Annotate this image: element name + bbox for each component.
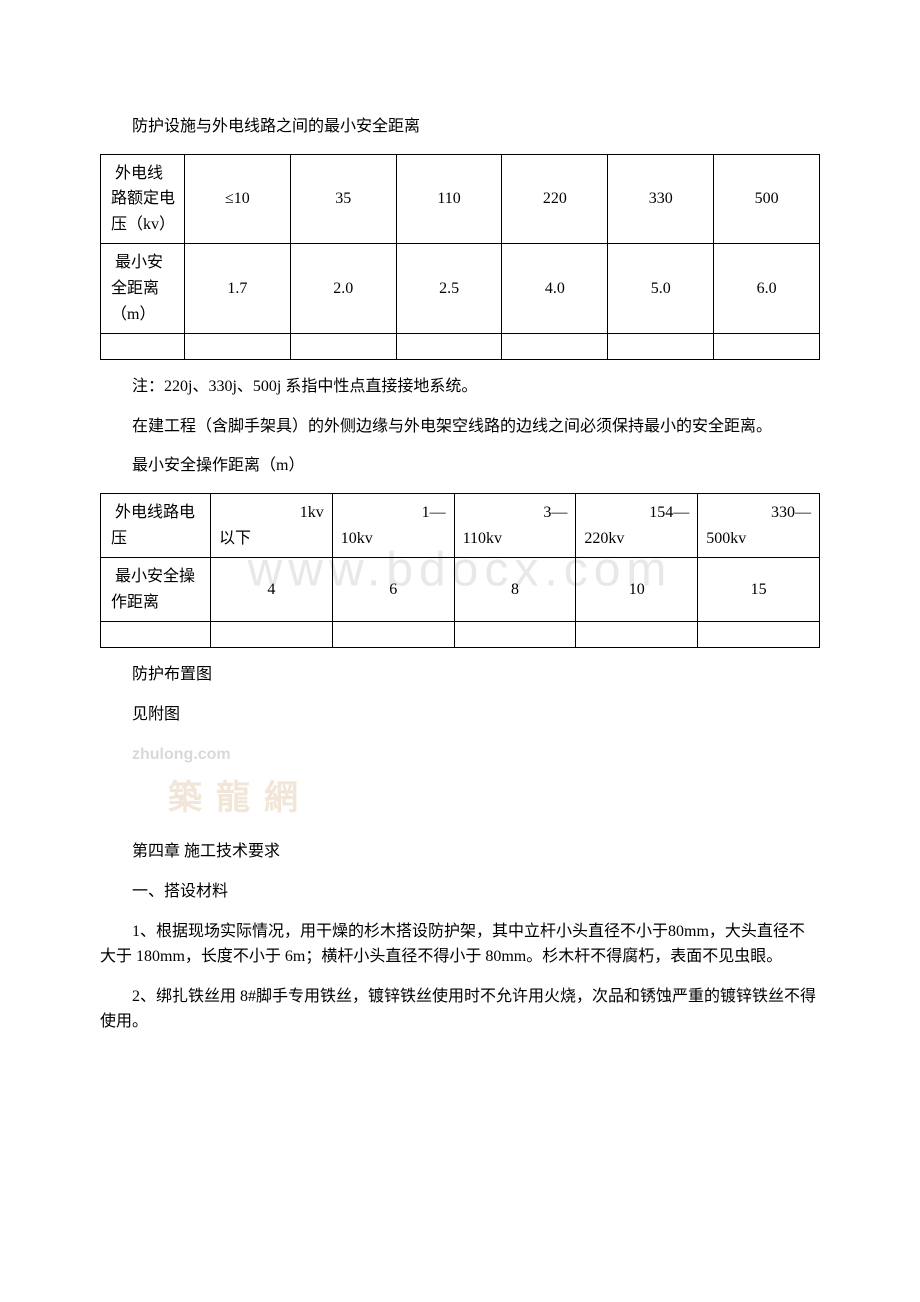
table-cell: 35: [290, 154, 396, 244]
table-cell: 2.0: [290, 244, 396, 334]
table-cell: 110: [396, 154, 502, 244]
table-row: [101, 622, 820, 648]
table-row: 最小安全操作距离 4 6 8 10 15: [101, 558, 820, 622]
table-cell: 6: [332, 558, 454, 622]
operation-distance-table: 外电线路电压 1kv以下 1—10kv 3—110kv 154—220kv 33…: [100, 493, 820, 648]
table-cell: [608, 334, 714, 360]
table-cell: [576, 622, 698, 648]
section-heading: 一、搭设材料: [100, 879, 820, 905]
table-cell: 1—10kv: [332, 493, 454, 557]
table-cell: [332, 622, 454, 648]
table-row: 外电线路额定电压（kv） ≤10 35 110 220 330 500: [101, 154, 820, 244]
table-cell: [185, 334, 291, 360]
body-paragraph: 2、绑扎铁丝用 8#脚手专用铁丝，镀锌铁丝使用时不允许用火烧，次品和锈蚀严重的镀…: [100, 984, 820, 1035]
row-label: 外电线路电压: [101, 493, 211, 557]
table-cell: 500: [714, 154, 820, 244]
table1-title: 防护设施与外电线路之间的最小安全距离: [100, 114, 820, 140]
body-paragraph: 防护布置图: [100, 662, 820, 688]
table-cell: 5.0: [608, 244, 714, 334]
table-cell: 330—500kv: [698, 493, 820, 557]
table-cell: [211, 622, 333, 648]
table-row: [101, 334, 820, 360]
table-cell: [454, 622, 576, 648]
table-cell: 2.5: [396, 244, 502, 334]
row-label: 外电线路额定电压（kv）: [101, 154, 185, 244]
safety-distance-table: 外电线路额定电压（kv） ≤10 35 110 220 330 500 最小安全…: [100, 154, 820, 361]
table-cell: [714, 334, 820, 360]
table-cell: 4.0: [502, 244, 608, 334]
table-row: 最小安全距离（m） 1.7 2.0 2.5 4.0 5.0 6.0: [101, 244, 820, 334]
table-cell: 220: [502, 154, 608, 244]
table-cell: [101, 622, 211, 648]
table-cell: 3—110kv: [454, 493, 576, 557]
table-cell: [502, 334, 608, 360]
body-paragraph: 见附图: [100, 702, 820, 728]
faded-watermark-link: zhulong.com: [132, 742, 820, 768]
table2-title: 最小安全操作距离（m）: [100, 453, 820, 479]
table-cell: [396, 334, 502, 360]
table-cell: 154—220kv: [576, 493, 698, 557]
table-cell: 330: [608, 154, 714, 244]
table-cell: 15: [698, 558, 820, 622]
table-cell: 1kv以下: [211, 493, 333, 557]
table-cell: [101, 334, 185, 360]
faded-watermark-cn: 築龍網: [168, 771, 820, 825]
table1-note: 注：220j、330j、500j 系指中性点直接接地系统。: [100, 374, 820, 400]
table-cell: 10: [576, 558, 698, 622]
table-row: 外电线路电压 1kv以下 1—10kv 3—110kv 154—220kv 33…: [101, 493, 820, 557]
table-cell: 8: [454, 558, 576, 622]
row-label: 最小安全操作距离: [101, 558, 211, 622]
table-cell: [698, 622, 820, 648]
body-paragraph: 在建工程（含脚手架具）的外侧边缘与外电架空线路的边线之间必须保持最小的安全距离。: [100, 414, 820, 440]
table-cell: 4: [211, 558, 333, 622]
row-label: 最小安全距离（m）: [101, 244, 185, 334]
table-cell: 1.7: [185, 244, 291, 334]
table-cell: 6.0: [714, 244, 820, 334]
table-cell: [290, 334, 396, 360]
chapter-heading: 第四章 施工技术要求: [100, 839, 820, 865]
table-cell: ≤10: [185, 154, 291, 244]
body-paragraph: 1、根据现场实际情况，用干燥的杉木搭设防护架，其中立杆小头直径不小于80mm，大…: [100, 919, 820, 970]
